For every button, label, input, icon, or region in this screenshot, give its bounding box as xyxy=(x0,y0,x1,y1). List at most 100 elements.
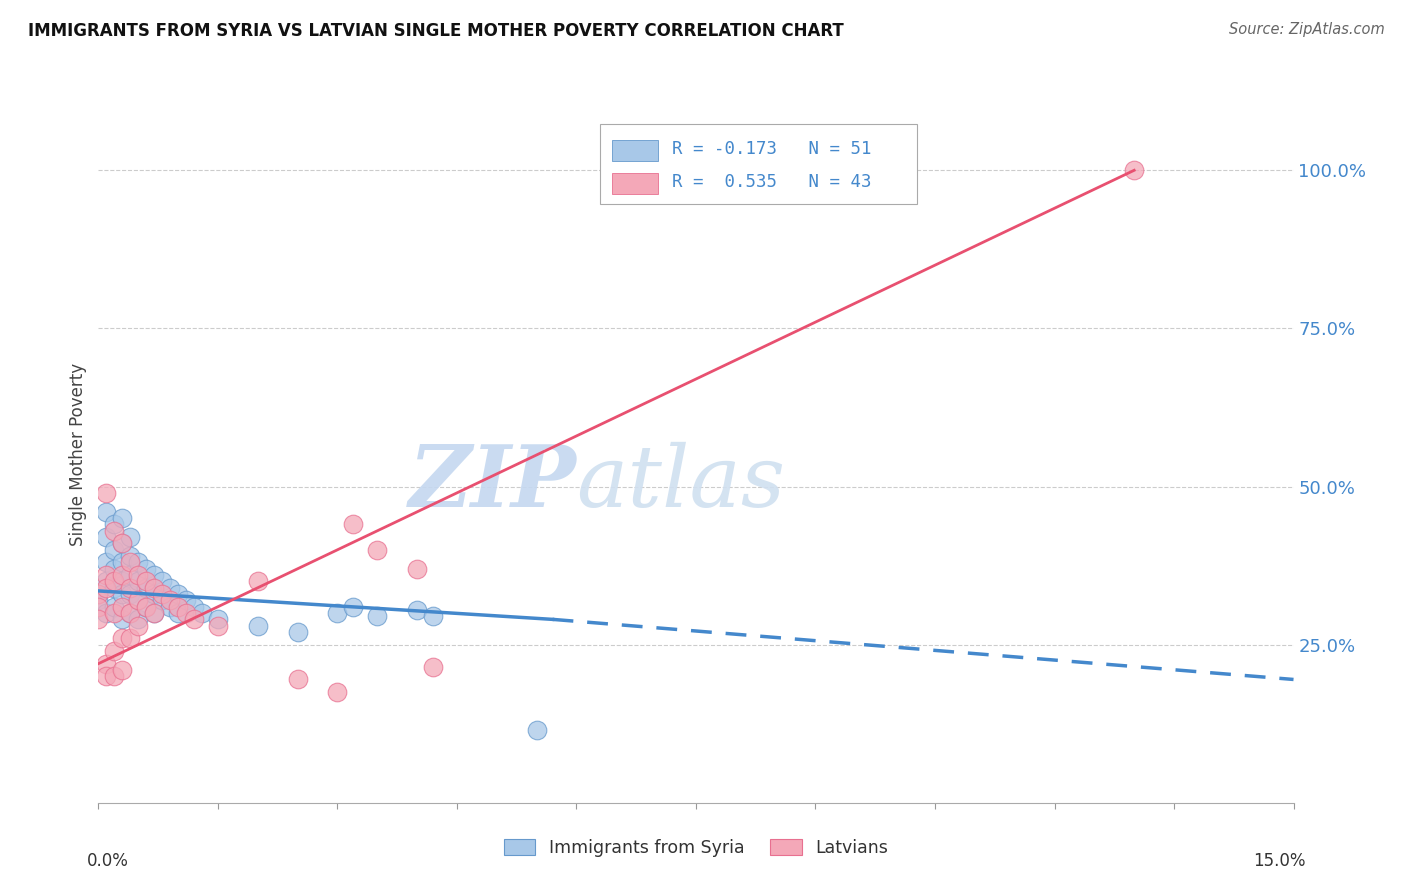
Point xyxy=(143,568,166,582)
Point xyxy=(183,599,205,614)
Point xyxy=(127,593,149,607)
Point xyxy=(96,505,118,519)
Point xyxy=(183,612,205,626)
Point xyxy=(422,660,444,674)
Point xyxy=(135,581,157,595)
Text: R =  0.535   N = 43: R = 0.535 N = 43 xyxy=(672,173,872,191)
Point xyxy=(135,574,157,589)
Text: ZIP: ZIP xyxy=(409,441,576,524)
Point xyxy=(150,587,173,601)
Point xyxy=(406,562,429,576)
Point xyxy=(120,587,142,601)
Point xyxy=(422,609,444,624)
Point xyxy=(103,574,125,589)
Point xyxy=(87,587,110,601)
Point xyxy=(111,587,134,601)
Point xyxy=(111,536,134,550)
Point xyxy=(87,599,110,614)
Point xyxy=(127,568,149,582)
Point xyxy=(120,606,142,620)
Text: Source: ZipAtlas.com: Source: ZipAtlas.com xyxy=(1229,22,1385,37)
Point xyxy=(342,599,364,614)
Point xyxy=(326,606,349,620)
Point xyxy=(127,574,149,589)
FancyBboxPatch shape xyxy=(600,124,917,204)
Text: 0.0%: 0.0% xyxy=(87,852,128,870)
Point xyxy=(111,599,134,614)
Point xyxy=(103,644,125,658)
FancyBboxPatch shape xyxy=(612,173,658,194)
Point xyxy=(87,587,110,601)
Point xyxy=(127,593,149,607)
Point xyxy=(111,511,134,525)
Point xyxy=(96,486,118,500)
Point xyxy=(150,574,173,589)
Point xyxy=(120,530,142,544)
Point xyxy=(111,536,134,550)
Text: IMMIGRANTS FROM SYRIA VS LATVIAN SINGLE MOTHER POVERTY CORRELATION CHART: IMMIGRANTS FROM SYRIA VS LATVIAN SINGLE … xyxy=(28,22,844,40)
FancyBboxPatch shape xyxy=(612,140,658,161)
Point xyxy=(246,574,269,589)
Point xyxy=(167,599,190,614)
Point xyxy=(207,612,229,626)
Point xyxy=(87,593,110,607)
Point xyxy=(96,574,118,589)
Point xyxy=(143,587,166,601)
Point xyxy=(87,612,110,626)
Text: atlas: atlas xyxy=(576,442,786,524)
Point xyxy=(366,609,388,624)
Point xyxy=(111,612,134,626)
Point xyxy=(326,685,349,699)
Point xyxy=(96,669,118,683)
Point xyxy=(406,603,429,617)
Point xyxy=(120,556,142,570)
Point xyxy=(150,593,173,607)
Point xyxy=(143,606,166,620)
Point xyxy=(96,657,118,671)
Point xyxy=(159,593,181,607)
Point xyxy=(127,556,149,570)
Point xyxy=(96,581,118,595)
Point xyxy=(96,530,118,544)
Point xyxy=(96,556,118,570)
Point xyxy=(159,599,181,614)
Point xyxy=(1123,163,1146,178)
Point xyxy=(127,618,149,632)
Point xyxy=(103,606,125,620)
Point xyxy=(191,606,214,620)
Point xyxy=(207,618,229,632)
Point xyxy=(103,599,125,614)
Point xyxy=(120,549,142,563)
Point xyxy=(103,669,125,683)
Point xyxy=(120,632,142,646)
Point xyxy=(174,593,197,607)
Point xyxy=(366,542,388,557)
Point xyxy=(103,562,125,576)
Legend: Immigrants from Syria, Latvians: Immigrants from Syria, Latvians xyxy=(496,832,896,863)
Point xyxy=(526,723,548,737)
Point xyxy=(127,612,149,626)
Point xyxy=(103,524,125,538)
Point xyxy=(174,606,197,620)
Point xyxy=(143,581,166,595)
Point xyxy=(111,556,134,570)
Point xyxy=(287,673,309,687)
Point xyxy=(135,599,157,614)
Point xyxy=(287,625,309,640)
Point xyxy=(135,562,157,576)
Point xyxy=(96,568,118,582)
Point xyxy=(143,606,166,620)
Text: 15.0%: 15.0% xyxy=(1253,852,1305,870)
Point xyxy=(111,568,134,582)
Point xyxy=(103,517,125,532)
Point xyxy=(246,618,269,632)
Point xyxy=(120,606,142,620)
Point xyxy=(342,517,364,532)
Point xyxy=(120,568,142,582)
Point xyxy=(135,599,157,614)
Point xyxy=(159,581,181,595)
Point xyxy=(103,581,125,595)
Point xyxy=(120,581,142,595)
Point xyxy=(111,663,134,677)
Point xyxy=(111,632,134,646)
